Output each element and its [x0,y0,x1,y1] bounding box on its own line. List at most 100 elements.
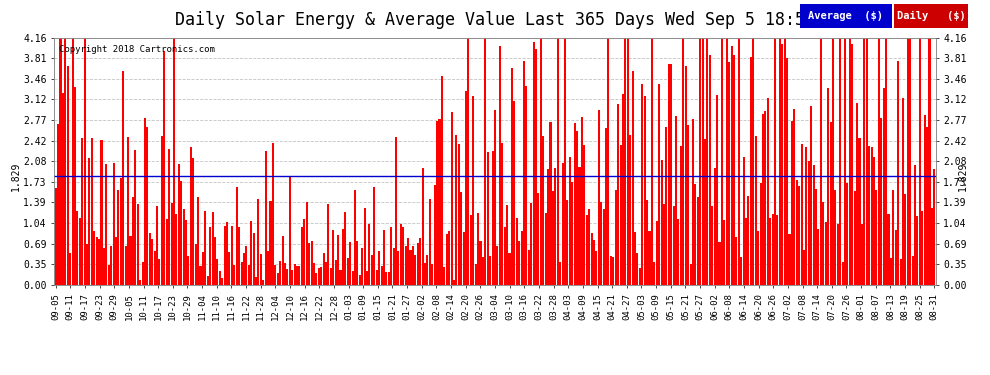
Bar [160,136,163,285]
Bar [248,265,249,285]
Bar [653,262,655,285]
Text: 1.829: 1.829 [958,162,968,191]
Bar [622,94,624,285]
Bar [342,229,344,285]
Bar [840,38,842,285]
Bar [682,38,684,285]
Bar [410,250,412,285]
Bar [506,205,508,285]
Bar [692,119,694,285]
Bar [511,68,513,285]
Bar [243,253,245,285]
Bar [195,244,197,285]
Bar [412,246,414,285]
Bar [516,218,518,285]
Bar [272,143,274,285]
Bar [306,202,308,285]
Bar [349,242,351,285]
Bar [801,144,803,285]
Bar [509,253,511,285]
Bar [808,161,810,285]
Bar [170,203,172,285]
Bar [226,222,228,285]
Bar [120,178,122,285]
Bar [837,224,839,285]
Bar [637,253,639,285]
Bar [856,103,858,285]
Bar [122,71,125,285]
Bar [598,110,600,285]
Bar [455,135,457,285]
Bar [648,231,650,285]
Bar [605,128,607,285]
Bar [388,272,390,285]
Bar [64,38,66,285]
Bar [858,138,860,285]
Bar [453,280,455,285]
Bar [255,277,257,285]
Bar [257,199,259,285]
Bar [335,260,337,285]
Bar [457,144,459,285]
Bar [600,202,602,285]
Bar [504,227,506,285]
Bar [156,206,158,285]
Bar [212,211,214,285]
Bar [528,250,530,285]
Bar [844,38,846,285]
Bar [742,157,744,285]
Bar [759,183,761,285]
Bar [267,251,269,285]
Bar [868,146,870,285]
Bar [728,62,731,285]
Bar [934,169,936,285]
Bar [929,38,931,285]
Bar [356,241,358,285]
Bar [368,224,370,285]
Bar [470,215,472,285]
Bar [185,220,187,285]
Bar [125,246,127,285]
Bar [460,192,462,285]
Bar [238,227,241,285]
Bar [296,266,298,285]
Bar [424,263,426,285]
Bar [544,213,546,285]
Bar [132,197,134,285]
Bar [135,150,137,285]
Bar [904,194,907,285]
Bar [897,61,899,285]
Bar [178,164,180,285]
Bar [274,265,276,285]
Bar [118,190,120,285]
Bar [559,262,561,285]
Bar [848,38,850,285]
Bar [885,38,887,285]
Bar [241,262,243,285]
Bar [523,61,525,285]
Bar [83,38,86,285]
Bar [914,165,916,285]
Bar [818,229,820,285]
Bar [76,211,78,285]
Bar [902,98,904,285]
Bar [448,231,450,285]
Bar [719,242,721,285]
Bar [769,218,771,285]
Bar [153,251,155,285]
Bar [140,279,142,285]
Bar [658,84,660,285]
Bar [197,197,199,285]
Bar [103,249,105,285]
Bar [634,232,636,285]
Bar [617,104,619,285]
Bar [383,230,385,285]
Bar [325,262,327,285]
Bar [820,39,822,285]
Bar [709,54,711,285]
Bar [308,243,310,285]
Bar [165,219,167,285]
Bar [571,182,573,285]
Bar [549,122,551,285]
Bar [262,280,264,285]
